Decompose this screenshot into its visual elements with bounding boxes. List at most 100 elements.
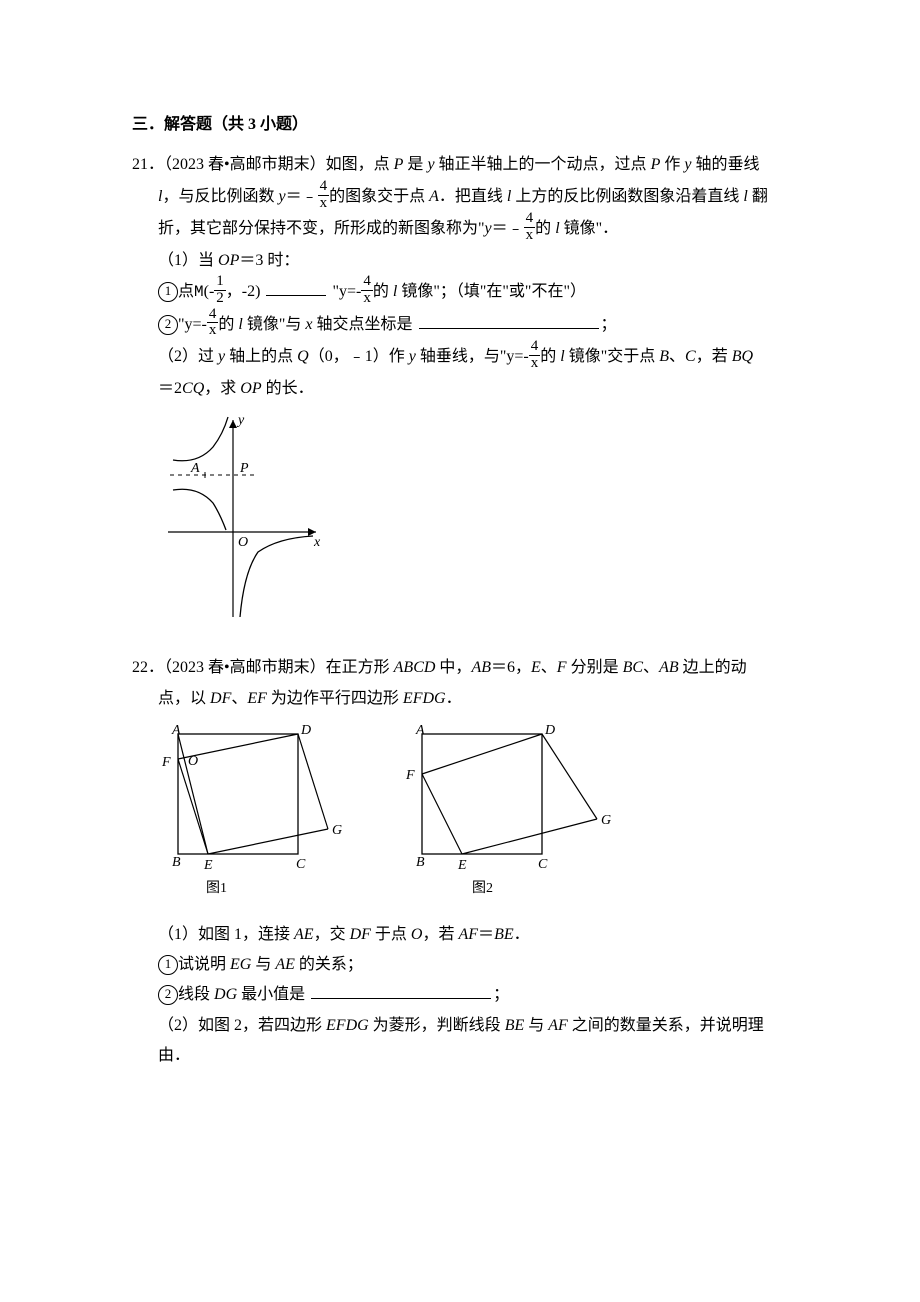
var-x: x [305,316,312,333]
svg-text:F: F [405,768,415,783]
label-a: A [190,461,200,476]
circled-2-icon: 2 [158,985,178,1005]
q22-stem-line2: 点，以 DF、EF 为边作平行四边形 EFDG． [132,684,812,714]
t: 的关系； [295,956,363,973]
t: ＝﹣ [492,220,524,237]
t: (- [204,283,215,300]
fraction: 4x [361,274,373,307]
svg-text:F: F [161,755,171,770]
var-c: C [685,348,696,365]
q21-figure: y x A P O [132,412,812,633]
circled-1-icon: 1 [158,282,178,302]
var-e: E [531,659,541,676]
q22-part2-line1: （2）如图 2，若四边形 EFDG 为菱形，判断线段 BE 与 AF 之间的数量… [132,1011,812,1041]
svg-text:图2: 图2 [472,881,493,894]
t: 的 [218,316,238,333]
var-op: OP [218,252,239,269]
t: 的 [540,348,560,365]
var-o: O [411,926,423,943]
var-abcd: ABCD [394,659,436,676]
var-y: y [278,188,285,205]
t: ．把直线 [439,188,507,205]
var-df: DF [350,926,371,943]
t: 轴正半轴上的一个动点，过点 [435,156,651,173]
q22-stem-line1: 22．（2023 春•高邮市期末）在正方形 ABCD 中，AB＝6，E、F 分别… [132,653,812,683]
fill-blank[interactable] [266,295,326,296]
q21-part1-item1: 1点M(-12，-2) "y=-4x的 l 镜像"；（填"在"或"不在"） [132,276,812,309]
t: 是 [403,156,427,173]
var-a: A [429,188,439,205]
t: 、 [231,690,247,707]
t: 轴上的点 [225,348,297,365]
t: 中， [435,659,471,676]
t: y=- [339,283,361,300]
t: 轴的垂线 [691,156,759,173]
q22-part1-head: （1）如图 1，连接 AE，交 DF 于点 O，若 AF＝BE． [132,920,812,950]
var-df: DF [210,690,231,707]
svg-text:C: C [538,857,548,872]
q22-part1-item1: 1试说明 EG 与 AE 的关系； [132,950,812,980]
var-bc: BC [623,659,643,676]
svg-text:O: O [188,754,198,769]
svg-text:A: A [415,724,425,738]
label-o: O [238,535,248,550]
t: ，-2) [226,283,261,300]
t: 轴垂线，与" [416,348,507,365]
t: ； [493,986,509,1003]
t: ． [446,690,462,707]
t: 、 [643,659,659,676]
page: 三．解答题（共 3 小题） 21．（2023 春•高邮市期末）如图，点 P 是 … [0,0,920,1302]
var-be: BE [505,1017,525,1034]
q21-part2-line2: ＝2CQ，求 OP 的长． [132,374,812,404]
t: 轴交点坐标是 [313,316,413,333]
circled-2-icon: 2 [158,315,178,335]
fraction: 4x [524,211,536,244]
fill-blank[interactable] [311,998,491,999]
fill-blank[interactable] [419,328,599,329]
t: 的长． [262,380,314,397]
q21-stem-line3: 折，其它部分保持不变，所形成的新图象称为"y＝﹣4x的 l 镜像"． [132,213,812,246]
t: ＝6， [491,659,531,676]
var-p: P [651,156,661,173]
t: 在正方形 [326,659,394,676]
var-ae: AE [275,956,295,973]
t: 为菱形，判断线段 [369,1017,505,1034]
t: y=- [506,348,528,365]
var-dg: DG [214,986,237,1003]
svg-text:D: D [544,724,555,738]
fraction: 4x [529,339,541,372]
var-y: y [427,156,434,173]
t: 点，以 [158,690,210,707]
var-efdg: EFDG [326,1017,369,1034]
t: 与 [251,956,275,973]
fraction: 4x [318,179,330,212]
t: 折，其它部分保持不变，所形成的新图象称为" [158,220,485,237]
var-p: P [394,156,404,173]
q22-part1-item2: 2线段 DG 最小值是 ； [132,980,812,1010]
t: ，求 [204,380,240,397]
t: 边上的动 [679,659,747,676]
t: 如图，点 [326,156,394,173]
var-ab: AB [471,659,491,676]
q22-figures: F A D B C E G O 图1 [132,724,812,905]
t: 之间的数量关系，并说明理 [568,1017,764,1034]
t: 由． [158,1047,190,1064]
var-ae: AE [294,926,314,943]
t: 于点 [371,926,411,943]
q22-meta: （2023 春•高邮市期末） [164,659,326,676]
var-bq: BQ [732,348,753,365]
svg-text:C: C [296,857,306,872]
var-y: y [409,348,416,365]
question-22: 22．（2023 春•高邮市期末）在正方形 ABCD 中，AB＝6，E、F 分别… [132,653,812,1071]
q21-meta: （2023 春•高邮市期末） [164,156,326,173]
fraction: 4x [207,307,219,340]
svg-text:D: D [300,724,311,738]
q21-part1-item2: 2"y=-4x的 l 镜像"与 x 轴交点坐标是 ； [132,309,812,342]
label-p: P [239,461,249,476]
t: 的 [373,283,393,300]
var-y: y [485,220,492,237]
t: 、 [669,348,685,365]
t: ； [601,316,617,333]
t: 分别是 [567,659,623,676]
var-efdg: EFDG [403,690,446,707]
